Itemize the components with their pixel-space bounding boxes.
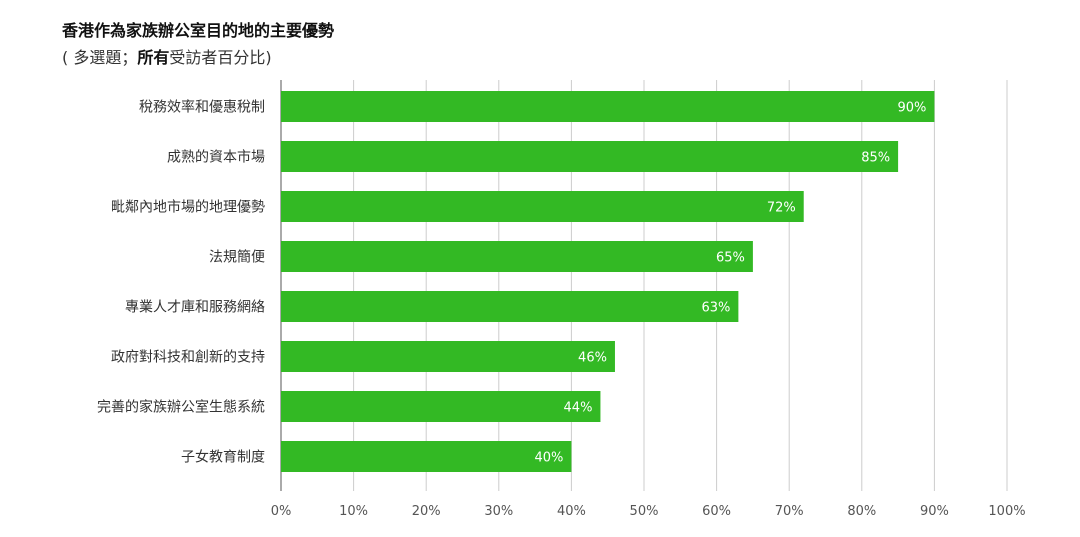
bar-value-label: 46% xyxy=(578,351,607,366)
bar xyxy=(281,441,572,472)
category-label: 毗鄰內地市場的地理優勢 xyxy=(111,199,265,216)
category-label: 完善的家族辦公室生態系統 xyxy=(97,399,265,416)
bar-value-label: 90% xyxy=(897,101,926,116)
bar xyxy=(281,141,899,172)
chart-title: 香港作為家族辦公室目的地的主要優勢 xyxy=(62,21,335,40)
bar xyxy=(281,91,935,122)
bar-value-label: 65% xyxy=(716,251,745,266)
x-tick-label: 10% xyxy=(339,504,368,519)
category-labels: 稅務效率和優惠稅制成熟的資本市場毗鄰內地市場的地理優勢法規簡便專業人才庫和服務網… xyxy=(97,99,265,466)
category-label: 子女教育制度 xyxy=(181,449,265,466)
x-tick-label: 90% xyxy=(920,504,949,519)
bar xyxy=(281,241,753,272)
bar xyxy=(281,391,601,422)
x-tick-label: 0% xyxy=(271,504,292,519)
bar-value-label: 85% xyxy=(861,151,890,166)
bar xyxy=(281,291,739,322)
bar-value-label: 44% xyxy=(564,401,593,416)
x-tick-label: 70% xyxy=(775,504,804,519)
subtitle-suffix: 受訪者百分比) xyxy=(169,48,272,67)
x-tick-labels: 0% 10% 20% 30% 40% 50% 60% 70% 80% 90% 100% xyxy=(271,504,1026,519)
subtitle-bold: 所有 xyxy=(137,48,170,67)
x-tick-label: 80% xyxy=(847,504,876,519)
x-tick-label: 60% xyxy=(702,504,731,519)
subtitle-prefix: ( 多選題； xyxy=(62,48,138,67)
bar-value-label: 72% xyxy=(767,201,796,216)
category-label: 法規簡便 xyxy=(209,250,265,266)
bar-value-label: 40% xyxy=(534,451,563,466)
bar xyxy=(281,341,615,372)
x-tick-label: 100% xyxy=(988,504,1025,519)
x-tick-label: 50% xyxy=(630,504,659,519)
chart-subtitle: ( 多選題；所有受訪者百分比) xyxy=(62,44,272,68)
category-label: 成熟的資本市場 xyxy=(167,149,265,166)
bar xyxy=(281,191,804,222)
bar-value-label: 63% xyxy=(701,301,730,316)
bars: 90% 85% 72% 65% 63% 46% 44% 40% xyxy=(281,91,935,472)
x-tick-label: 30% xyxy=(484,504,513,519)
category-label: 專業人才庫和服務網絡 xyxy=(125,299,265,316)
x-tick-label: 40% xyxy=(557,504,586,519)
category-label: 稅務效率和優惠稅制 xyxy=(139,99,265,116)
x-tick-label: 20% xyxy=(412,504,441,519)
category-label: 政府對科技和創新的支持 xyxy=(111,350,265,366)
